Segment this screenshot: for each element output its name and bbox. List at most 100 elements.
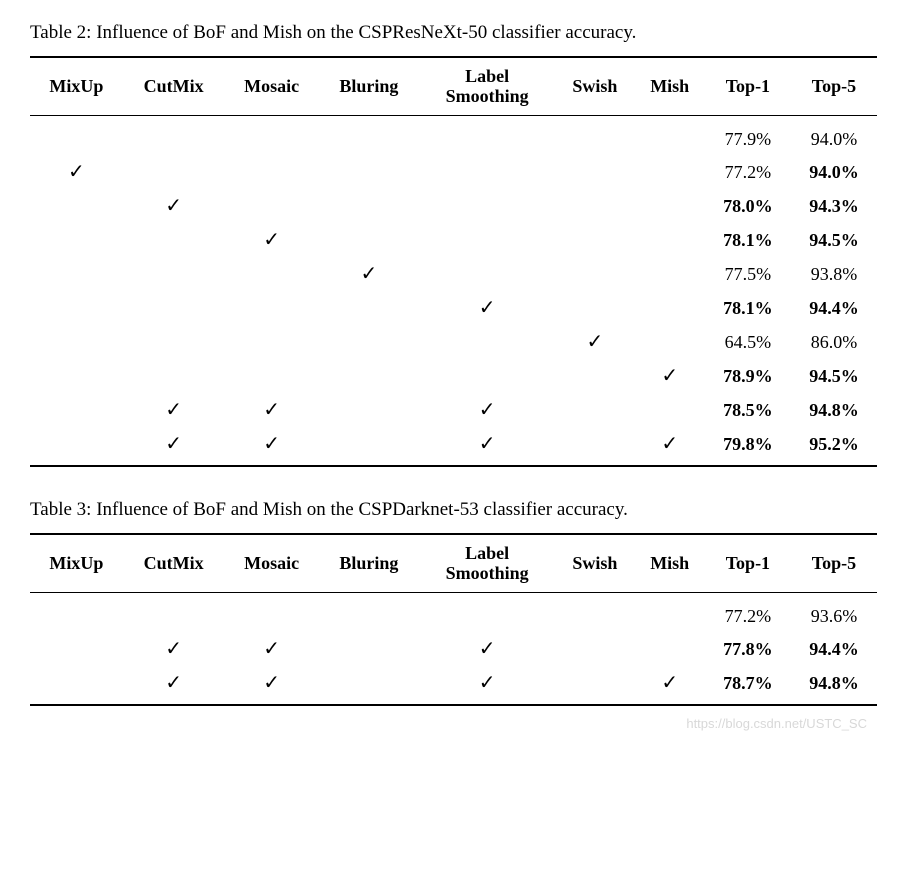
label-smoothing-line2: Smoothing	[446, 563, 529, 583]
check-cell	[419, 593, 555, 633]
top1-cell: 79.8%	[705, 427, 791, 466]
table-row: ✓✓✓✓78.7%94.8%	[30, 666, 877, 705]
table-row: ✓78.1%94.5%	[30, 223, 877, 257]
table2-caption: Table 2: Influence of BoF and Mish on th…	[30, 20, 877, 46]
label-smoothing-line2: Smoothing	[446, 86, 529, 106]
check-cell	[319, 291, 419, 325]
check-cell	[30, 116, 123, 156]
check-cell	[635, 257, 705, 291]
col-mosaic: Mosaic	[224, 57, 318, 116]
top1-cell: 77.8%	[705, 632, 791, 666]
check-cell: ✓	[419, 393, 555, 427]
check-cell	[555, 223, 634, 257]
table-row: ✓78.1%94.4%	[30, 291, 877, 325]
check-cell	[419, 155, 555, 189]
top5-cell: 95.2%	[791, 427, 877, 466]
col-bluring: Bluring	[319, 534, 419, 593]
top1-cell: 78.1%	[705, 291, 791, 325]
col-mosaic: Mosaic	[224, 534, 318, 593]
col-bluring: Bluring	[319, 57, 419, 116]
top5-cell: 94.5%	[791, 223, 877, 257]
check-cell	[555, 359, 634, 393]
check-cell: ✓	[635, 666, 705, 705]
col-mixup: MixUp	[30, 534, 123, 593]
check-cell: ✓	[224, 427, 318, 466]
check-cell	[30, 666, 123, 705]
check-cell	[419, 116, 555, 156]
top5-cell: 94.4%	[791, 291, 877, 325]
check-cell	[635, 593, 705, 633]
top5-cell: 86.0%	[791, 325, 877, 359]
check-cell	[319, 593, 419, 633]
table-row: ✓77.2%94.0%	[30, 155, 877, 189]
table2-header-row: MixUp CutMix Mosaic Bluring Label Smooth…	[30, 57, 877, 116]
check-cell	[30, 189, 123, 223]
check-cell	[635, 291, 705, 325]
check-cell	[123, 116, 225, 156]
check-cell	[319, 427, 419, 466]
check-cell	[224, 359, 318, 393]
check-cell: ✓	[123, 666, 225, 705]
check-cell: ✓	[224, 632, 318, 666]
top5-cell: 94.8%	[791, 666, 877, 705]
col-mish: Mish	[635, 57, 705, 116]
check-cell	[30, 325, 123, 359]
check-cell	[123, 593, 225, 633]
check-cell	[319, 155, 419, 189]
check-cell: ✓	[419, 427, 555, 466]
check-cell	[319, 359, 419, 393]
check-cell	[635, 223, 705, 257]
col-cutmix: CutMix	[123, 534, 225, 593]
top5-cell: 94.3%	[791, 189, 877, 223]
check-cell: ✓	[123, 427, 225, 466]
table-row: ✓78.0%94.3%	[30, 189, 877, 223]
top1-cell: 77.5%	[705, 257, 791, 291]
col-swish: Swish	[555, 534, 634, 593]
check-cell	[555, 291, 634, 325]
check-cell	[30, 593, 123, 633]
table-row: ✓64.5%86.0%	[30, 325, 877, 359]
top5-cell: 94.4%	[791, 632, 877, 666]
check-cell	[555, 666, 634, 705]
top1-cell: 78.7%	[705, 666, 791, 705]
check-cell: ✓	[419, 632, 555, 666]
table3-caption: Table 3: Influence of BoF and Mish on th…	[30, 497, 877, 523]
top5-cell: 94.5%	[791, 359, 877, 393]
check-cell	[319, 666, 419, 705]
check-cell: ✓	[224, 666, 318, 705]
check-cell	[555, 393, 634, 427]
check-cell	[635, 189, 705, 223]
col-top5: Top-5	[791, 57, 877, 116]
check-cell	[30, 632, 123, 666]
check-cell: ✓	[224, 223, 318, 257]
check-cell	[419, 359, 555, 393]
top5-cell: 94.0%	[791, 155, 877, 189]
label-smoothing-line1: Label	[465, 543, 509, 563]
col-mish: Mish	[635, 534, 705, 593]
table-row: ✓77.5%93.8%	[30, 257, 877, 291]
check-cell	[635, 632, 705, 666]
check-cell	[30, 359, 123, 393]
check-cell	[224, 325, 318, 359]
check-cell	[224, 593, 318, 633]
check-cell	[635, 155, 705, 189]
table3: MixUp CutMix Mosaic Bluring Label Smooth…	[30, 533, 877, 706]
check-cell	[30, 427, 123, 466]
table-row: ✓78.9%94.5%	[30, 359, 877, 393]
check-cell	[419, 257, 555, 291]
check-cell	[555, 593, 634, 633]
check-cell	[123, 155, 225, 189]
top1-cell: 78.9%	[705, 359, 791, 393]
col-top1: Top-1	[705, 57, 791, 116]
check-cell	[635, 325, 705, 359]
top1-cell: 77.2%	[705, 593, 791, 633]
check-cell	[123, 359, 225, 393]
top1-cell: 78.0%	[705, 189, 791, 223]
check-cell	[555, 155, 634, 189]
check-cell	[319, 189, 419, 223]
check-cell	[123, 291, 225, 325]
top1-cell: 64.5%	[705, 325, 791, 359]
check-cell	[419, 325, 555, 359]
table-row: 77.2%93.6%	[30, 593, 877, 633]
watermark: https://blog.csdn.net/USTC_SC	[30, 716, 877, 731]
